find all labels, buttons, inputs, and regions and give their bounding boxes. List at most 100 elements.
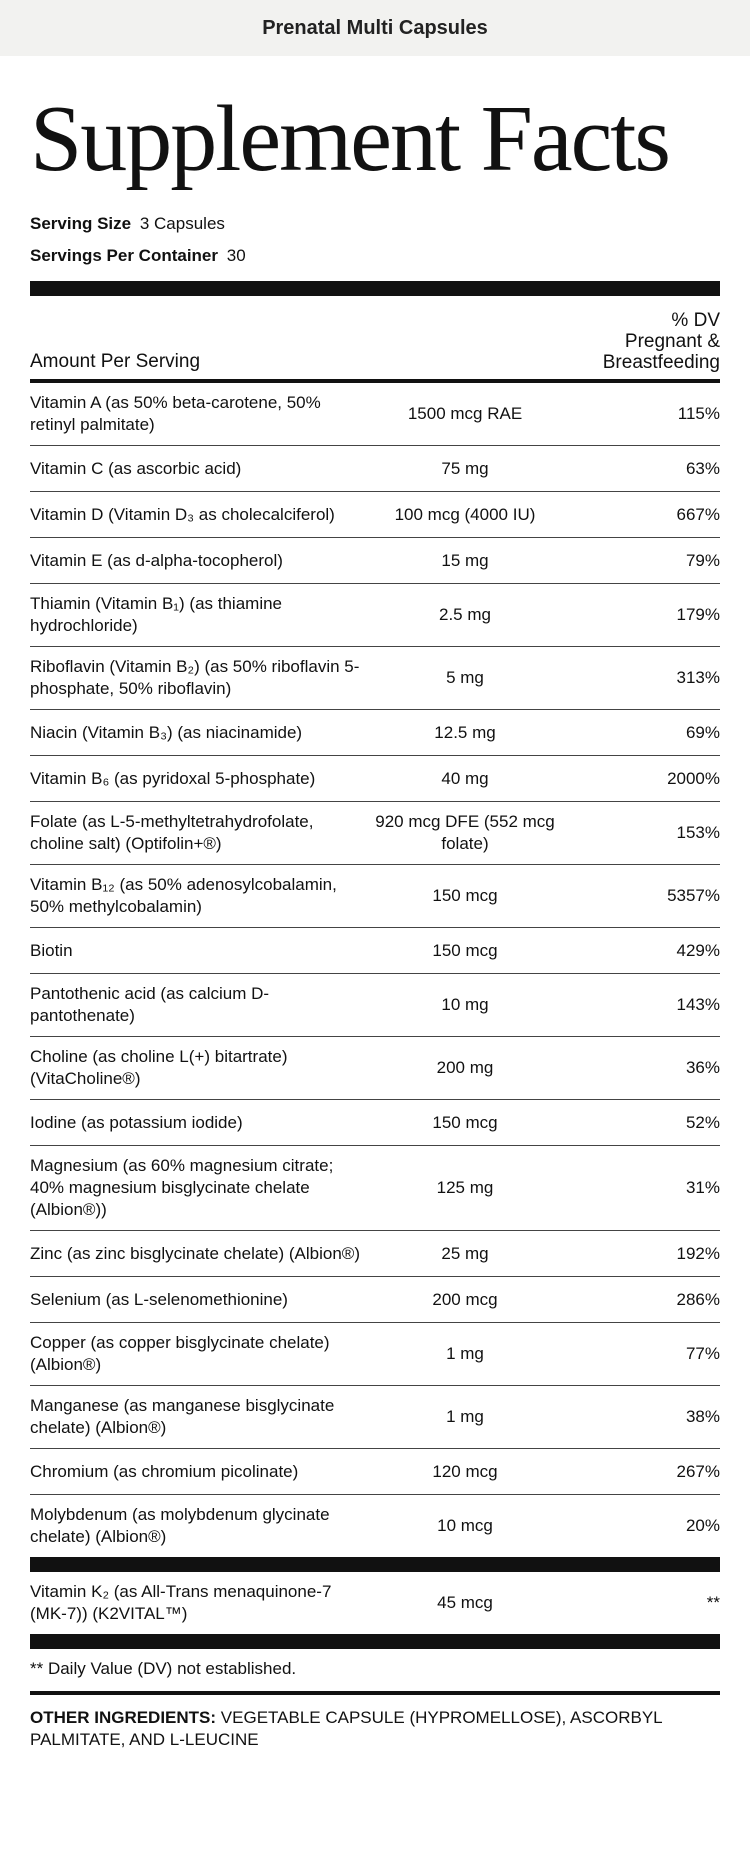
nutrient-dv: 313%: [676, 668, 720, 687]
nutrient-amount: 200 mg: [436, 1058, 494, 1077]
nutrient-amount: 150 mcg: [432, 1112, 498, 1132]
table-header: Amount Per Serving % DV Pregnant & Breas…: [30, 296, 720, 379]
nutrient-dv: 115%: [677, 404, 720, 423]
nutrient-dv: 20%: [685, 1516, 720, 1535]
dv-header: % DV Pregnant & Breastfeeding: [602, 310, 720, 373]
nutrient-amount: 120 mcg: [432, 1461, 498, 1481]
table-row: Vitamin K₂ (as All-Trans menaquinone-7 (…: [30, 1572, 720, 1634]
table-row: Vitamin D (Vitamin D₃ as cholecalciferol…: [30, 492, 720, 538]
nutrient-dv: 667%: [676, 504, 720, 524]
nutrient-amount: 100 mcg (4000 IU): [394, 504, 536, 524]
servings-per-container: Servings Per Container 30: [30, 246, 246, 265]
nutrient-name: Riboflavin (Vitamin B₂) (as 50% riboflav…: [30, 657, 360, 698]
nutrient-dv: 63%: [685, 458, 720, 478]
table-row: Folate (as L-5-methyltetrahydrofolate, c…: [30, 802, 720, 865]
nutrient-dv: 2000%: [667, 768, 720, 788]
product-name: Prenatal Multi Capsules: [262, 16, 488, 39]
table-row: Biotin 150 mcg 429%: [30, 928, 720, 974]
nutrient-dv: 192%: [676, 1243, 720, 1263]
nutrient-name: Molybdenum (as molybdenum glycinate chel…: [30, 1505, 330, 1546]
nutrient-dv: 153%: [676, 823, 720, 842]
nutrient-name: Vitamin B₆ (as pyridoxal 5-phosphate): [30, 768, 316, 788]
supplement-facts-panel: Supplement Facts Serving Size 3 Capsules…: [0, 92, 750, 1751]
nutrient-dv: 31%: [685, 1178, 720, 1197]
nutrient-name: Choline (as choline L(+) bitartrate) (Vi…: [30, 1047, 288, 1088]
table-row: Magnesium (as 60% magnesium citrate; 40%…: [30, 1146, 720, 1231]
table-row: Vitamin C (as ascorbic acid) 75 mg 63%: [30, 446, 720, 492]
nutrient-name: Vitamin B₁₂ (as 50% adenosylcobalamin, 5…: [30, 875, 337, 916]
nutrient-name: Iodine (as potassium iodide): [30, 1112, 243, 1132]
nutrient-dv: 286%: [676, 1289, 720, 1309]
table-row: Pantothenic acid (as calcium D-pantothen…: [30, 974, 720, 1037]
table-row: Choline (as choline L(+) bitartrate) (Vi…: [30, 1037, 720, 1100]
nutrient-amount: 1500 mcg RAE: [407, 404, 523, 423]
serving-info: Serving Size 3 Capsules Servings Per Con…: [30, 208, 720, 272]
table-row: Chromium (as chromium picolinate) 120 mcg…: [30, 1449, 720, 1495]
nutrient-dv: 69%: [685, 722, 720, 742]
nutrient-amount: 1 mg: [446, 1344, 484, 1363]
nutrient-dv: 179%: [676, 605, 720, 624]
nutrient-amount: 40 mg: [441, 768, 489, 788]
amount-header: Amount Per Serving: [30, 351, 201, 372]
table-row: Vitamin E (as d-alpha-tocopherol) 15 mg 79…: [30, 538, 720, 584]
nutrient-name: Vitamin D (Vitamin D₃ as cholecalciferol…: [30, 504, 335, 524]
table-row: Vitamin B₆ (as pyridoxal 5-phosphate) 40 …: [30, 756, 720, 802]
table-row: Riboflavin (Vitamin B₂) (as 50% riboflav…: [30, 647, 720, 710]
panel-title: Supplement Facts: [30, 87, 671, 191]
divider-medium: [30, 1691, 720, 1695]
nutrient-amount: 200 mcg: [432, 1289, 498, 1309]
divider-thick: [30, 1557, 720, 1572]
table-row: Vitamin A (as 50% beta-carotene, 50% ret…: [30, 383, 720, 446]
nutrient-dv: **: [706, 1593, 720, 1612]
nutrient-name: Vitamin E (as d-alpha-tocopherol): [30, 550, 283, 570]
nutrient-name: Zinc (as zinc bisglycinate chelate) (Alb…: [30, 1243, 360, 1263]
nutrient-dv: 79%: [685, 550, 720, 570]
divider-thick: [30, 281, 720, 296]
nutrient-name: Biotin: [30, 940, 73, 960]
nutrient-amount: 75 mg: [441, 458, 489, 478]
nutrient-dv: 77%: [685, 1344, 720, 1363]
nutrient-name: Niacin (Vitamin B₃) (as niacinamide): [30, 722, 303, 742]
nutrient-name: Pantothenic acid (as calcium D-pantothen…: [30, 984, 270, 1025]
table-row: Molybdenum (as molybdenum glycinate chel…: [30, 1495, 720, 1557]
nutrient-amount: 25 mg: [441, 1243, 489, 1263]
nutrient-amount: 10 mg: [441, 995, 489, 1014]
table-row: Copper (as copper bisglycinate chelate) …: [30, 1323, 720, 1386]
nutrient-amount: 45 mcg: [437, 1593, 493, 1612]
divider-medium: [30, 379, 720, 383]
nutrient-dv: 429%: [676, 940, 720, 960]
table-row: Zinc (as zinc bisglycinate chelate) (Alb…: [30, 1231, 720, 1277]
nutrient-name: Vitamin A (as 50% beta-carotene, 50% ret…: [30, 393, 321, 434]
nutrient-name: Vitamin C (as ascorbic acid): [30, 458, 242, 478]
product-title-bar: Prenatal Multi Capsules: [0, 0, 750, 56]
nutrient-amount: 1 mg: [446, 1407, 484, 1426]
table-row: Vitamin B₁₂ (as 50% adenosylcobalamin, 5…: [30, 865, 720, 928]
nutrient-name: Copper (as copper bisglycinate chelate) …: [30, 1333, 330, 1374]
nutrient-amount: 125 mg: [436, 1178, 494, 1197]
nutrient-name: Selenium (as L-selenomethionine): [30, 1289, 288, 1309]
nutrient-name: Manganese (as manganese bisglycinate che…: [30, 1396, 335, 1437]
nutrient-table: Vitamin A (as 50% beta-carotene, 50% ret…: [30, 383, 720, 1557]
nutrient-dv: 36%: [685, 1058, 720, 1077]
nutrient-amount: 920 mcg DFE (552 mcg folate): [375, 812, 555, 853]
nutrient-amount: 150 mcg: [432, 940, 498, 960]
nutrient-amount: 150 mcg: [432, 886, 498, 905]
table-row: Thiamin (Vitamin B₁) (as thiamine hydroc…: [30, 584, 720, 647]
other-ingredients: OTHER INGREDIENTS: VEGETABLE CAPSULE (HY…: [30, 1708, 662, 1749]
nutrient-name: Folate (as L-5-methyltetrahydrofolate, c…: [30, 812, 314, 853]
nutrient-amount: 5 mg: [446, 668, 484, 687]
table-row: Selenium (as L-selenomethionine) 200 mcg 2…: [30, 1277, 720, 1323]
nutrient-dv: 52%: [685, 1112, 720, 1132]
nutrient-dv: 143%: [676, 995, 720, 1014]
table-row: Niacin (Vitamin B₃) (as niacinamide) 12.5…: [30, 710, 720, 756]
nutrient-amount: 2.5 mg: [439, 605, 491, 624]
nutrient-dv: 38%: [685, 1407, 720, 1426]
nutrient-name: Chromium (as chromium picolinate): [30, 1461, 299, 1481]
nutrient-dv: 267%: [676, 1461, 720, 1481]
table-row: Manganese (as manganese bisglycinate che…: [30, 1386, 720, 1449]
nutrient-amount: 15 mg: [441, 550, 489, 570]
nutrient-dv: 5357%: [667, 886, 720, 905]
nutrient-amount: 12.5 mg: [434, 722, 496, 742]
table-row: Iodine (as potassium iodide) 150 mcg 52%: [30, 1100, 720, 1146]
nutrient-name: Thiamin (Vitamin B₁) (as thiamine hydroc…: [30, 594, 283, 635]
